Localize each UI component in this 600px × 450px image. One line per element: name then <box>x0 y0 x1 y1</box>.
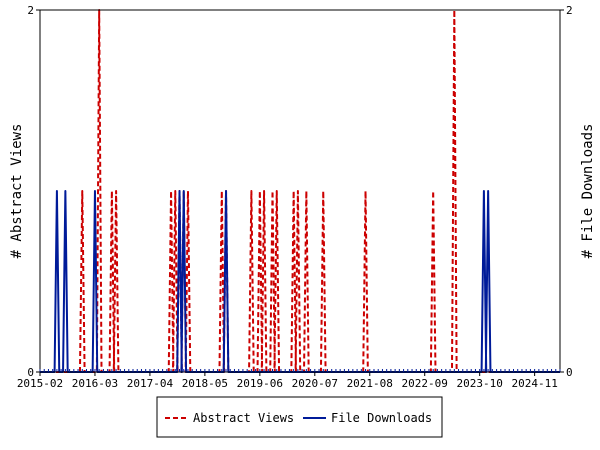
x-tick-label: 2022-09 <box>402 377 448 390</box>
x-tick-label: 2016-03 <box>72 377 118 390</box>
x-tick-label: 2017-04 <box>127 377 174 390</box>
plot-frame <box>39 9 561 373</box>
legend: Abstract Views File Downloads <box>156 396 443 438</box>
y-axis-title-right: # File Downloads <box>580 124 596 259</box>
y-axis-title-left: # Abstract Views <box>9 124 25 259</box>
y-right-tick-label: 2 <box>566 4 573 17</box>
x-tick-label: 2023-10 <box>456 377 502 390</box>
legend-label-abstract-views: Abstract Views <box>193 411 294 425</box>
legend-label-file-downloads: File Downloads <box>331 411 432 425</box>
y-left-tick-label: 0 <box>27 366 34 379</box>
x-tick-label: 2018-05 <box>182 377 228 390</box>
x-ticks: 2015-02 2016-03 2017-04 2018-05 2019-06 2020-… <box>17 369 561 390</box>
x-tick-label: 2021-08 <box>347 377 393 390</box>
y-right-tick-label: 0 <box>566 366 573 379</box>
legend-box <box>156 396 443 438</box>
y-ticks: 0 2 0 2 <box>27 4 572 379</box>
x-tick-label: 2024-11 <box>511 377 557 390</box>
x-tick-label: 2019-06 <box>237 377 283 390</box>
x-tick-label: 2020-07 <box>292 377 338 390</box>
x-tick-label: 2015-02 <box>17 377 63 390</box>
y-left-tick-label: 2 <box>27 4 34 17</box>
